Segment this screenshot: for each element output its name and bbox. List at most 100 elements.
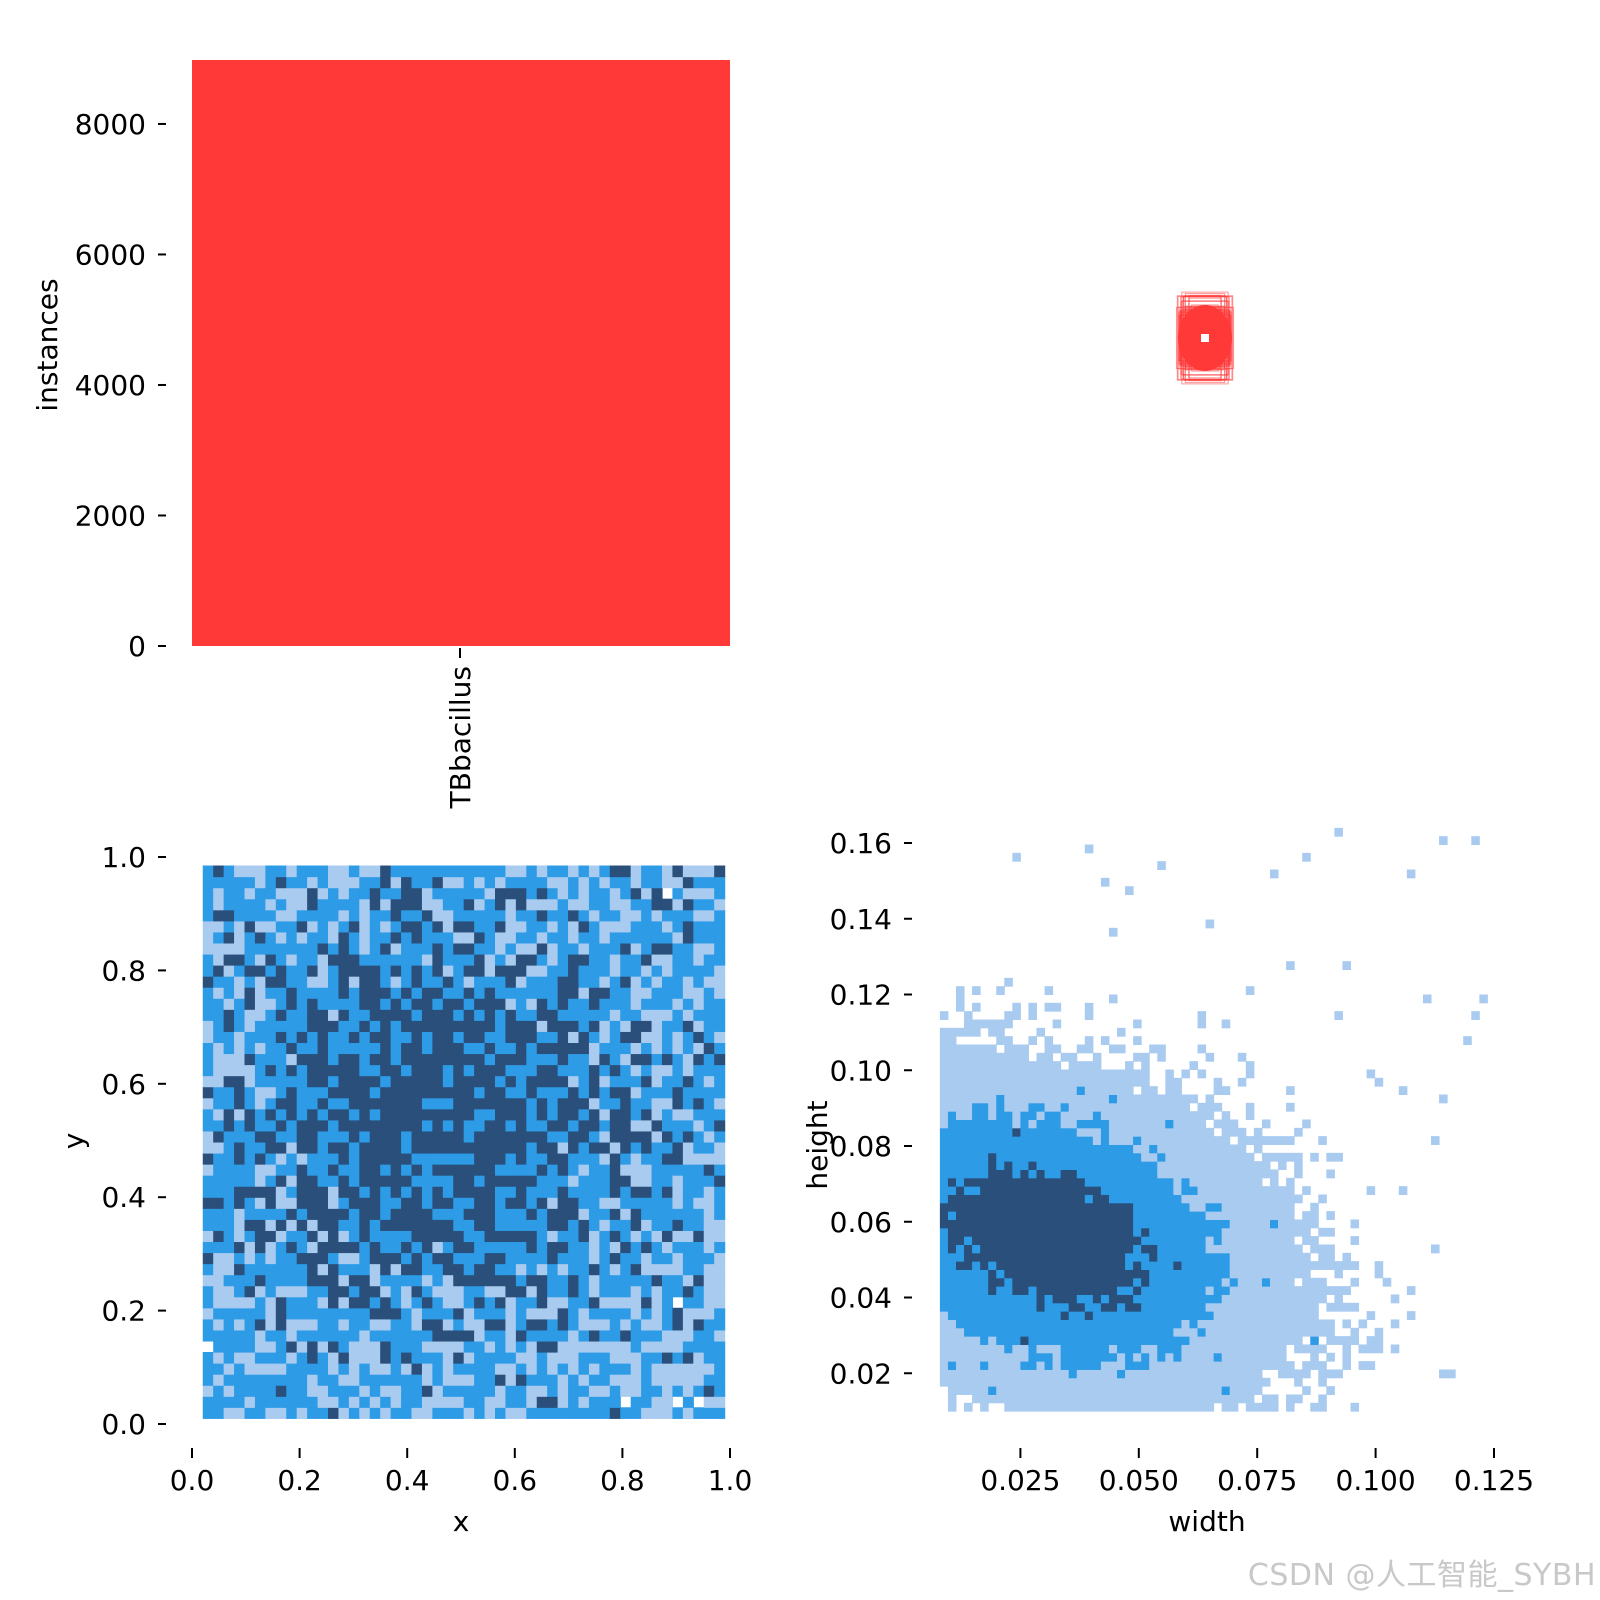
heatmap-cell — [338, 1152, 350, 1165]
heatmap-cell — [505, 1164, 517, 1176]
heatmap-cell — [442, 1119, 454, 1132]
heatmap-cell — [515, 920, 527, 933]
heatmap-cell — [1100, 1161, 1110, 1170]
heatmap-cell — [202, 1374, 214, 1386]
heatmap-cell — [703, 887, 715, 900]
heatmap-cell — [453, 1396, 465, 1408]
heatmap-cell — [972, 1269, 981, 1279]
heatmap-cell — [988, 1094, 997, 1104]
heatmap-cell — [620, 953, 632, 966]
heatmap-cell — [1189, 1386, 1199, 1395]
heatmap-cell — [474, 1197, 486, 1209]
heatmap-cell — [1245, 1294, 1255, 1304]
heatmap-cell — [202, 1097, 214, 1110]
heatmap-cell — [359, 1009, 371, 1021]
heatmap-cell — [964, 1369, 973, 1379]
heatmap-cell — [1012, 1286, 1021, 1295]
heatmap-cell — [1221, 1252, 1231, 1262]
heatmap-cell — [1149, 1361, 1158, 1370]
heatmap-cell — [955, 1061, 965, 1070]
heatmap-cell — [380, 1241, 392, 1254]
heatmap-cell — [1133, 1386, 1142, 1395]
heatmap-cell — [317, 942, 329, 955]
heatmap-cell — [380, 1031, 392, 1044]
heatmap-cell — [714, 1307, 726, 1320]
heatmap-cell — [661, 1252, 674, 1265]
heatmap-cell — [1205, 1194, 1215, 1204]
heatmap-cell — [641, 1307, 653, 1320]
heatmap-cell — [1286, 1319, 1295, 1329]
heatmap-cell — [296, 1186, 308, 1198]
heatmap-cell — [1213, 1202, 1223, 1212]
heatmap-cell — [980, 1019, 989, 1029]
heatmap-cell — [620, 1307, 632, 1320]
heatmap-cell — [1197, 1227, 1207, 1237]
heatmap-cell — [265, 987, 277, 999]
heatmap-cell — [1028, 1344, 1038, 1354]
heatmap-cell — [955, 1161, 965, 1170]
heatmap-cell — [996, 1227, 1005, 1237]
heatmap-cell — [1141, 1111, 1150, 1120]
heatmap-cell — [980, 1286, 989, 1295]
heatmap-cell — [1245, 1136, 1255, 1145]
heatmap-cell — [620, 1219, 632, 1231]
heatmap-cell — [202, 1197, 214, 1209]
heatmap-cell — [939, 1352, 949, 1362]
heatmap-cell — [996, 1127, 1005, 1137]
heatmap-cell — [369, 1164, 381, 1176]
heatmap-cell — [609, 1252, 621, 1265]
heatmap-cell — [244, 1086, 256, 1099]
heatmap-cell — [1173, 1261, 1182, 1270]
heatmap-cell — [526, 931, 538, 944]
heatmap-cell — [1141, 1269, 1150, 1279]
xy-position-heatmap: 0.0 0.2 0.4 0.6 0.8 1.00.00.20.40.60.81.0xy — [57, 841, 752, 1538]
heatmap-cell — [588, 1152, 600, 1165]
heatmap-cell — [972, 1352, 981, 1362]
heatmap-cell — [369, 1219, 381, 1231]
heatmap-cell — [1020, 1044, 1029, 1054]
heatmap-cell — [641, 1407, 653, 1419]
heatmap-cell — [442, 1230, 454, 1243]
heatmap-cell — [1278, 1186, 1287, 1195]
heatmap-cell — [390, 1164, 402, 1176]
heatmap-cell — [703, 1230, 715, 1243]
box-center-marker — [1201, 334, 1209, 342]
heatmap-cell — [547, 1374, 559, 1386]
heatmap-cell — [609, 1141, 621, 1154]
heatmap-cell — [641, 1197, 653, 1209]
heatmap-cell — [526, 998, 538, 1010]
heatmap-cell — [505, 1152, 517, 1165]
heatmap-cell — [672, 1175, 684, 1187]
heatmap-cell — [1173, 1336, 1182, 1345]
heatmap-cell — [442, 987, 454, 999]
heatmap-cell — [348, 1230, 360, 1243]
heatmap-cell — [202, 1363, 214, 1375]
heatmap-cell — [996, 1177, 1005, 1187]
heatmap-cell — [317, 1141, 329, 1154]
heatmap-cell — [526, 1020, 538, 1032]
heatmap-cell — [661, 1396, 674, 1408]
heatmap-cell — [547, 1042, 559, 1055]
heatmap-cell — [515, 876, 527, 889]
heatmap-cell — [484, 976, 496, 988]
heatmap-cell — [244, 987, 256, 999]
heatmap-cell — [411, 1318, 423, 1331]
heatmap-cell — [1052, 1102, 1062, 1112]
heatmap-cell — [599, 1186, 611, 1198]
heatmap-cell — [609, 942, 621, 955]
heatmap-cell — [630, 1186, 642, 1198]
heatmap-cell — [359, 1274, 371, 1287]
heatmap-cell — [1028, 1352, 1038, 1362]
heatmap-cell — [495, 976, 507, 988]
heatmap-cell — [505, 1274, 517, 1287]
heatmap-cell — [578, 1285, 590, 1298]
heatmap-cell — [1060, 1119, 1070, 1129]
heatmap-cell — [265, 998, 277, 1010]
heatmap-cell — [609, 1263, 621, 1276]
heatmap-cell — [411, 1119, 423, 1132]
heatmap-cell — [1229, 1369, 1239, 1379]
heatmap-cell — [1141, 1294, 1150, 1304]
heatmap-cell — [1020, 1102, 1029, 1112]
heatmap-cell — [1318, 1361, 1327, 1370]
heatmap-cell — [296, 1175, 308, 1187]
